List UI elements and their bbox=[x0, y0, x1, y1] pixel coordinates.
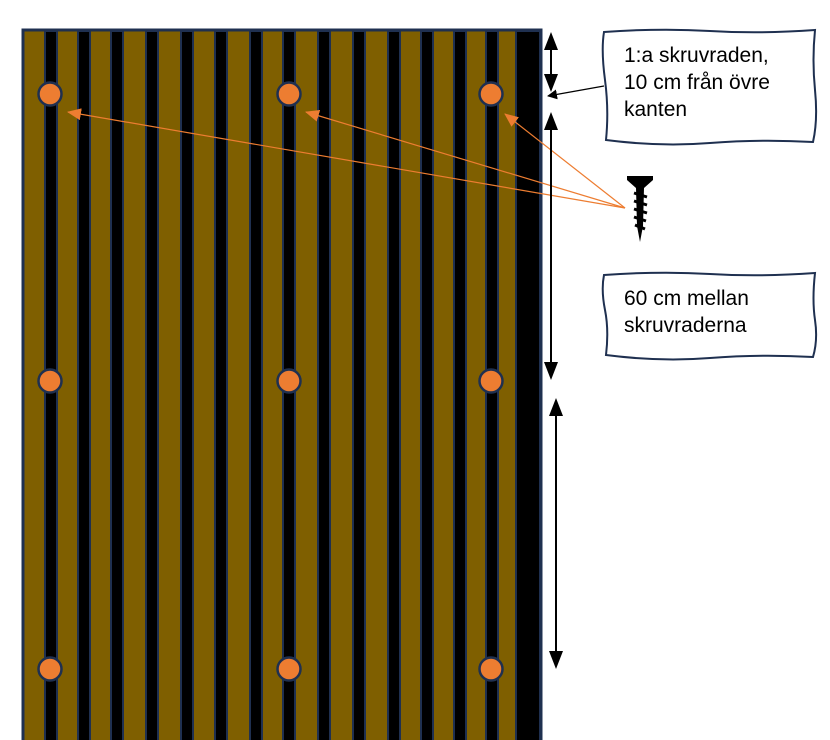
dimension-arrows bbox=[544, 32, 605, 669]
screw-marker bbox=[478, 656, 504, 682]
screw-positions bbox=[37, 81, 504, 682]
callout-box-row-spacing bbox=[601, 271, 818, 361]
callout-box-first-row bbox=[601, 28, 818, 146]
deck-border bbox=[21, 28, 543, 740]
callout-first-row: 1:a skruvraden, 10 cm från övre kanten bbox=[606, 34, 812, 140]
screw-marker bbox=[276, 81, 302, 107]
screw-marker bbox=[478, 368, 504, 394]
callout-line: 1:a skruvraden, bbox=[624, 44, 769, 67]
board-gap bbox=[420, 30, 434, 740]
screw-marker bbox=[37, 656, 63, 682]
screw-pointer-lines bbox=[67, 108, 626, 209]
board-gap bbox=[249, 30, 263, 740]
board-gap bbox=[515, 30, 541, 740]
screw-marker bbox=[478, 81, 504, 107]
board-gap bbox=[77, 30, 91, 740]
screw-marker bbox=[276, 656, 302, 682]
screw-marker bbox=[276, 368, 302, 394]
screw-marker bbox=[37, 81, 63, 107]
callout-line: 10 cm från övre bbox=[624, 71, 770, 94]
callout-row-spacing: 60 cm mellan skruvraderna bbox=[606, 277, 812, 355]
pointer-line bbox=[305, 110, 626, 209]
board-gap bbox=[352, 30, 366, 740]
pointer-line bbox=[504, 113, 626, 209]
screw-icon bbox=[627, 176, 653, 242]
callout-leader bbox=[547, 85, 605, 100]
callout-line: 60 cm mellan bbox=[624, 287, 749, 310]
board-gap bbox=[180, 30, 194, 740]
callout-line: kanten bbox=[624, 98, 688, 121]
pointer-line bbox=[67, 108, 626, 209]
callout-line: skruvraderna bbox=[624, 314, 747, 337]
board-gap bbox=[317, 30, 331, 740]
screw-marker bbox=[37, 368, 63, 394]
board-gap bbox=[453, 30, 467, 740]
board-gap bbox=[110, 30, 124, 740]
board-gap bbox=[145, 30, 159, 740]
